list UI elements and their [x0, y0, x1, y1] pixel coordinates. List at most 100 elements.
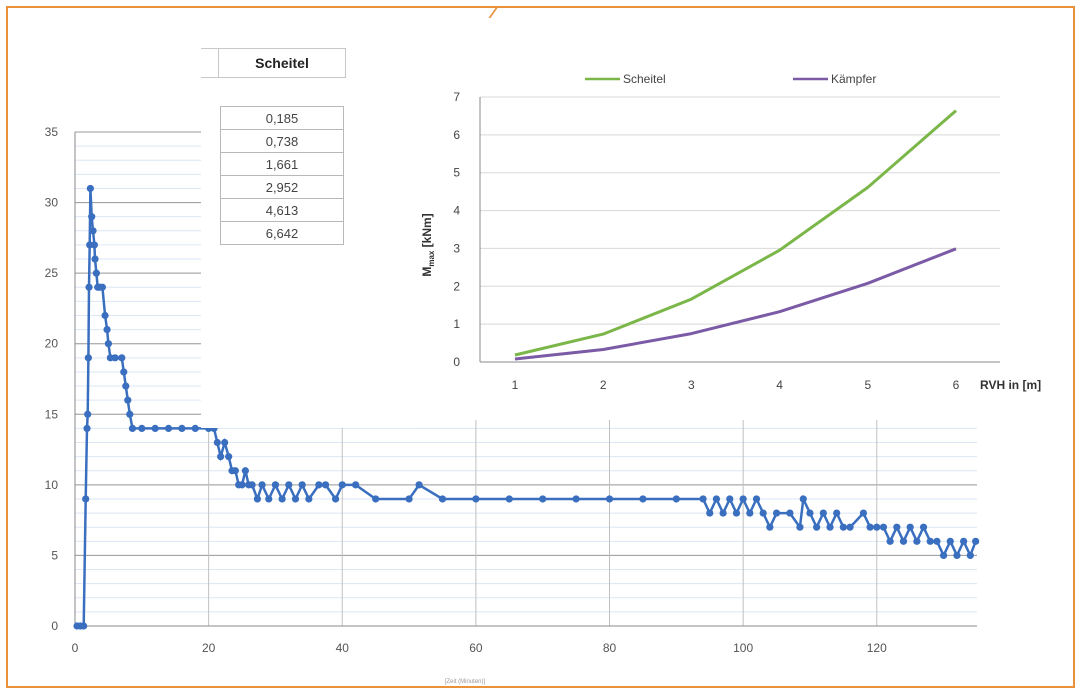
main-data-point	[164, 424, 173, 432]
main-data-point	[178, 424, 186, 432]
main-data-point	[122, 382, 130, 390]
main-data-point	[271, 481, 280, 489]
main-data-point	[104, 340, 113, 348]
table-cell: 6,642	[220, 221, 344, 245]
main-data-point	[278, 495, 286, 503]
inset-x-tick-labels: 1 2 3 4 5 6	[512, 378, 960, 392]
main-data-point	[191, 424, 199, 432]
inset-y-tick-label: 5	[453, 166, 460, 180]
main-data-point	[746, 509, 754, 517]
main-data-point	[238, 481, 246, 489]
main-data-point	[85, 283, 93, 291]
main-data-point	[726, 495, 734, 503]
main-data-point	[972, 537, 980, 545]
table-cell: 1,661	[220, 152, 344, 176]
inset-x-tick-label: 6	[953, 378, 960, 392]
main-data-point	[241, 467, 249, 475]
main-data-point	[539, 495, 547, 503]
main-data-point	[221, 438, 229, 447]
main-data-point	[438, 495, 447, 503]
main-data-point	[126, 410, 134, 418]
main-x-tick-label: 80	[603, 641, 617, 655]
main-data-point	[839, 523, 847, 531]
main-data-point	[83, 424, 91, 432]
main-data-point	[799, 495, 807, 503]
main-data-point	[913, 537, 921, 545]
main-data-point	[966, 551, 974, 560]
inset-y-tick-label: 3	[453, 241, 460, 255]
main-data-point	[833, 509, 841, 517]
inset-y-tick-label: 6	[453, 128, 460, 142]
main-data-point	[806, 509, 814, 517]
main-data-point	[766, 523, 774, 531]
main-y-tick-label: 25	[45, 266, 59, 280]
table-cell: 2,952	[220, 175, 344, 199]
inset-x-tick-label: 3	[688, 378, 695, 392]
inset-series	[514, 109, 957, 361]
main-data-point	[84, 354, 92, 362]
main-data-point	[90, 241, 98, 249]
main-x-tick-label: 40	[336, 641, 350, 655]
main-data-point	[338, 481, 346, 489]
main-data-point	[352, 481, 360, 489]
main-data-point	[92, 269, 100, 277]
main-data-point	[103, 326, 111, 334]
main-data-point	[739, 495, 747, 503]
main-data-point	[305, 495, 313, 503]
main-data-point	[89, 227, 97, 235]
main-data-point	[605, 495, 614, 503]
main-data-point	[879, 523, 888, 531]
main-data-point	[415, 481, 423, 489]
main-data-point	[231, 467, 239, 475]
main-data-point	[472, 495, 480, 503]
main-data-point	[120, 368, 128, 376]
main-data-point	[285, 481, 293, 489]
main-data-point	[405, 495, 413, 503]
inset-x-axis-label: RVH in [m]	[980, 378, 1041, 392]
main-x-tick-label: 20	[202, 641, 216, 655]
main-y-tick-labels: 0 5 10 15 20 25 30 35	[45, 125, 59, 633]
main-data-point	[846, 523, 854, 531]
main-data-point	[138, 424, 146, 432]
main-data-point	[372, 495, 380, 503]
main-data-point	[886, 537, 894, 545]
main-data-point	[213, 438, 221, 447]
image-frame	[6, 6, 1075, 688]
main-data-point	[298, 481, 306, 489]
main-y-tick-label: 0	[51, 619, 58, 633]
main-data-point	[752, 495, 761, 503]
table-cell: 4,613	[220, 198, 344, 222]
main-data-point	[859, 509, 868, 517]
main-data-point	[315, 481, 323, 489]
main-data-point	[572, 495, 580, 503]
main-y-tick-label: 35	[45, 125, 59, 139]
main-x-tick-label: 60	[469, 641, 483, 655]
main-data-point	[124, 396, 132, 404]
main-data-point	[699, 495, 707, 503]
main-data-point	[88, 213, 96, 221]
main-x-tick-labels: 0 20 40 60 80 100 120	[72, 641, 887, 655]
main-data-point	[893, 523, 901, 531]
inset-y-axis-label: Mmax [kNm]	[420, 213, 436, 276]
main-data-point	[926, 537, 934, 545]
inset-legend: Scheitel Kämpfer	[585, 72, 876, 86]
main-data-point	[772, 509, 781, 517]
inset-x-tick-label: 2	[600, 378, 607, 392]
main-data-point	[253, 495, 262, 503]
main-data-point	[719, 509, 727, 517]
main-data-point	[101, 311, 109, 320]
main-data-point	[712, 495, 721, 503]
inset-x-tick-label: 5	[864, 378, 871, 392]
main-data-point	[82, 495, 90, 503]
main-data-point	[796, 523, 804, 531]
inset-y-tick-label: 2	[453, 279, 460, 293]
main-data-point	[128, 424, 137, 432]
main-data-point	[933, 537, 941, 545]
inset-x-tick-label: 1	[512, 378, 519, 392]
main-x-tick-label: 100	[733, 641, 753, 655]
table-cell: 0,185	[220, 106, 344, 130]
inset-x-tick-label: 4	[776, 378, 783, 392]
main-data-point	[111, 354, 119, 362]
main-y-tick-label: 10	[45, 478, 59, 492]
main-data-point	[258, 481, 266, 489]
